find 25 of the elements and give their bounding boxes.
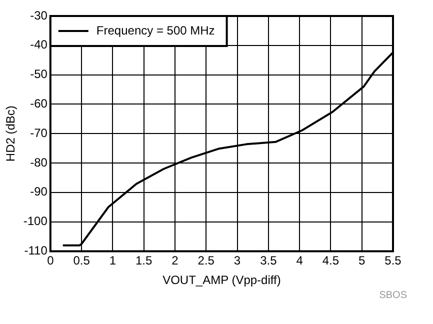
x-tick-label: 5 — [358, 254, 366, 268]
y-tick-label: -40 — [30, 38, 48, 52]
x-tick-label: 1.5 — [136, 254, 153, 268]
x-tick-label: 2.5 — [198, 254, 215, 268]
y-tick-label: -100 — [23, 214, 48, 228]
text: SBOS — [379, 290, 407, 301]
x-axis-title: VOUT_AMP (Vpp-diff) — [162, 273, 281, 288]
legend-label: Frequency = 500 MHz — [96, 23, 215, 38]
x-tick-label: 0 — [47, 254, 54, 268]
x-tick-label: 4 — [296, 254, 304, 268]
y-tick-label: -90 — [30, 184, 48, 199]
x-tick-label: 1 — [109, 254, 116, 268]
x-tick-label: 0.5 — [73, 254, 90, 268]
y-tick-label: -80 — [30, 155, 48, 170]
x-tick-label: 3.5 — [260, 254, 278, 268]
y-axis-title: HD2 (dBc) — [4, 106, 18, 162]
x-tick-label: 3 — [234, 254, 241, 268]
y-tick-label: -60 — [30, 96, 48, 111]
y-tick-label: -70 — [30, 126, 48, 140]
y-tick-label: -50 — [30, 67, 48, 82]
y-tick-label: -30 — [30, 8, 48, 22]
x-tick-label: 5.5 — [384, 254, 402, 268]
x-tick-label: 4.5 — [322, 254, 340, 268]
x-tick-label: 2 — [172, 254, 179, 268]
y-tick-label: -110 — [24, 244, 48, 258]
